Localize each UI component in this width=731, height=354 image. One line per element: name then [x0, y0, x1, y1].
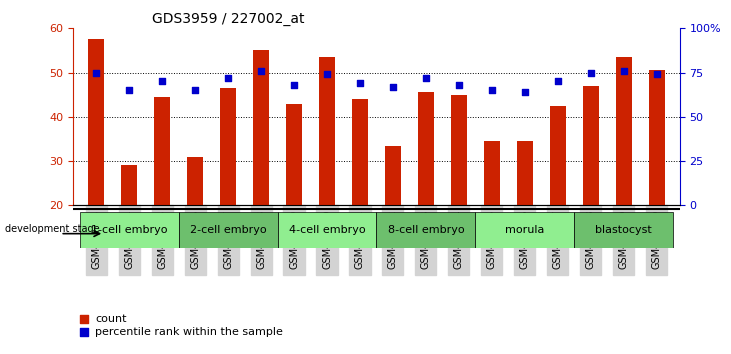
Point: [486, 87, 498, 93]
FancyBboxPatch shape: [575, 212, 673, 248]
Text: 8-cell embryo: 8-cell embryo: [387, 225, 464, 235]
Point: [189, 87, 201, 93]
Point: [453, 82, 465, 88]
Bar: [583, 86, 599, 205]
Bar: [286, 104, 303, 205]
Bar: [352, 99, 368, 205]
Point: [91, 70, 102, 75]
Text: development stage: development stage: [6, 224, 100, 234]
Point: [255, 68, 267, 74]
Point: [651, 72, 662, 77]
Bar: [517, 141, 533, 205]
FancyBboxPatch shape: [178, 212, 278, 248]
Point: [354, 80, 366, 86]
Bar: [484, 141, 500, 205]
Text: 2-cell embryo: 2-cell embryo: [190, 225, 266, 235]
Point: [420, 75, 432, 81]
FancyBboxPatch shape: [80, 212, 178, 248]
Point: [222, 75, 234, 81]
Bar: [385, 145, 401, 205]
Point: [618, 68, 629, 74]
Text: 4-cell embryo: 4-cell embryo: [289, 225, 366, 235]
Bar: [121, 166, 137, 205]
Text: 1-cell embryo: 1-cell embryo: [91, 225, 167, 235]
Bar: [253, 51, 269, 205]
Text: GDS3959 / 227002_at: GDS3959 / 227002_at: [152, 12, 305, 26]
Bar: [88, 39, 105, 205]
Point: [156, 79, 168, 84]
Bar: [450, 95, 467, 205]
Point: [124, 87, 135, 93]
Point: [585, 70, 596, 75]
Bar: [319, 57, 336, 205]
Bar: [550, 106, 566, 205]
FancyBboxPatch shape: [376, 212, 475, 248]
Bar: [187, 156, 203, 205]
FancyBboxPatch shape: [475, 212, 575, 248]
Legend: count, percentile rank within the sample: count, percentile rank within the sample: [79, 314, 283, 337]
Point: [288, 82, 300, 88]
Bar: [648, 70, 665, 205]
Point: [321, 72, 333, 77]
Point: [552, 79, 564, 84]
Bar: [154, 97, 170, 205]
Text: morula: morula: [505, 225, 545, 235]
FancyBboxPatch shape: [278, 212, 376, 248]
Text: blastocyst: blastocyst: [595, 225, 652, 235]
Point: [519, 89, 531, 95]
Bar: [417, 92, 434, 205]
Point: [387, 84, 399, 90]
Bar: [220, 88, 236, 205]
Bar: [616, 57, 632, 205]
